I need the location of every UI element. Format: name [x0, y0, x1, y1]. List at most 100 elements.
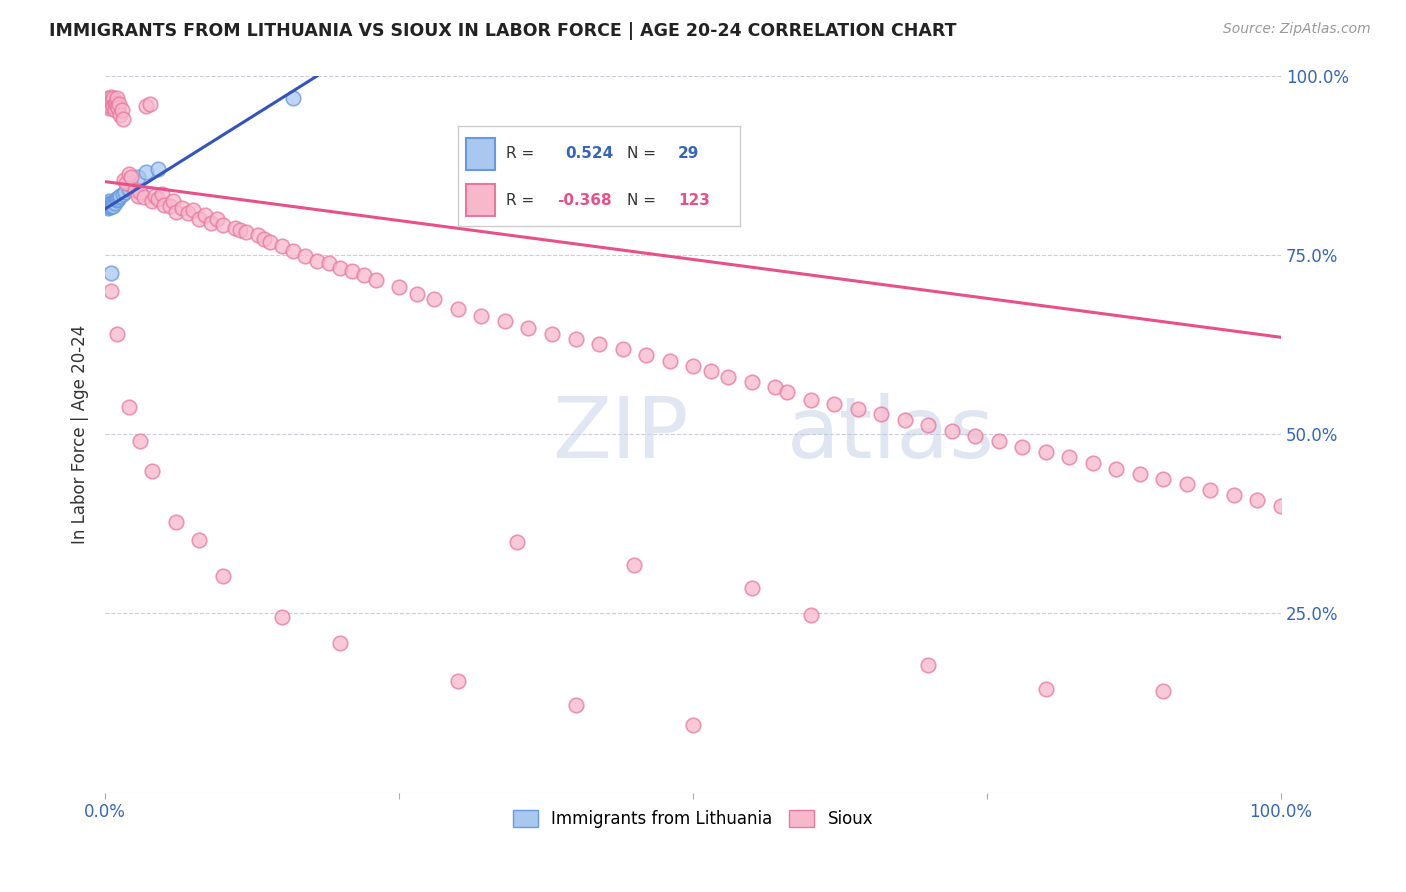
Point [1035, 681, 1057, 696]
Point [188, 211, 211, 226]
Point [108, 97, 131, 112]
Point [741, 581, 763, 595]
Point [101, 196, 124, 211]
Point [120, 170, 142, 185]
Point [103, 199, 125, 213]
Point [305, 253, 328, 268]
Point [141, 464, 163, 478]
Point [682, 717, 704, 731]
Point [763, 380, 786, 394]
Point [682, 359, 704, 373]
Point [340, 263, 363, 277]
Point [129, 434, 152, 449]
Point [423, 292, 446, 306]
Point [105, 91, 128, 105]
Point [114, 185, 136, 199]
Point [104, 97, 127, 112]
Point [124, 183, 146, 197]
Point [283, 91, 305, 105]
Point [98, 98, 121, 112]
Point [111, 186, 134, 201]
Text: ZIP: ZIP [553, 392, 689, 475]
Point [98, 196, 121, 211]
Point [941, 424, 963, 438]
Point [200, 215, 222, 229]
Point [97, 101, 120, 115]
Text: atlas: atlas [787, 392, 995, 475]
Point [103, 91, 125, 105]
Point [447, 301, 470, 316]
Point [143, 189, 166, 203]
Point [105, 98, 128, 112]
Point [100, 199, 122, 213]
Point [259, 235, 281, 249]
Point [100, 197, 122, 211]
Point [127, 189, 149, 203]
Point [118, 400, 141, 414]
Point [176, 206, 198, 220]
Point [129, 185, 152, 199]
Point [101, 95, 124, 110]
Point [194, 208, 217, 222]
Point [1105, 461, 1128, 475]
Point [658, 354, 681, 368]
Point [146, 192, 169, 206]
Point [97, 199, 120, 213]
Point [120, 178, 142, 192]
Point [104, 196, 127, 211]
Point [100, 284, 122, 298]
Point [100, 94, 122, 108]
Point [107, 192, 129, 206]
Point [165, 515, 187, 529]
Point [96, 199, 118, 213]
Point [800, 392, 823, 407]
Point [1246, 493, 1268, 508]
Point [823, 397, 845, 411]
Point [634, 348, 657, 362]
Point [100, 267, 122, 281]
Point [1129, 467, 1152, 481]
Point [118, 168, 141, 182]
Point [153, 197, 176, 211]
Point [517, 321, 540, 335]
Point [917, 418, 939, 433]
Point [165, 204, 187, 219]
Point [283, 244, 305, 259]
Point [329, 636, 352, 650]
Point [105, 326, 128, 341]
Point [112, 172, 135, 186]
Point [564, 698, 586, 713]
Point [97, 98, 120, 112]
Point [98, 201, 121, 215]
Point [96, 197, 118, 211]
Point [270, 239, 292, 253]
Point [541, 326, 564, 341]
Point [100, 90, 122, 104]
Point [506, 534, 529, 549]
Point [447, 674, 470, 689]
Point [405, 287, 427, 301]
Point [97, 196, 120, 211]
Text: IMMIGRANTS FROM LITHUANIA VS SIOUX IN LABOR FORCE | AGE 20-24 CORRELATION CHART: IMMIGRANTS FROM LITHUANIA VS SIOUX IN LA… [49, 22, 956, 40]
Point [159, 199, 181, 213]
Point [211, 569, 233, 583]
Point [318, 256, 340, 270]
Point [800, 607, 823, 622]
Point [103, 196, 125, 211]
Point [1223, 488, 1246, 502]
Point [211, 218, 233, 232]
Point [741, 376, 763, 390]
Point [699, 364, 721, 378]
Point [494, 314, 516, 328]
Point [107, 101, 129, 115]
Point [103, 98, 125, 112]
Point [188, 533, 211, 548]
Point [893, 413, 915, 427]
Point [270, 610, 292, 624]
Point [162, 194, 184, 208]
Point [470, 309, 492, 323]
Point [97, 194, 120, 208]
Point [353, 268, 375, 282]
Point [776, 385, 799, 400]
Legend: Immigrants from Lithuania, Sioux: Immigrants from Lithuania, Sioux [506, 803, 880, 835]
